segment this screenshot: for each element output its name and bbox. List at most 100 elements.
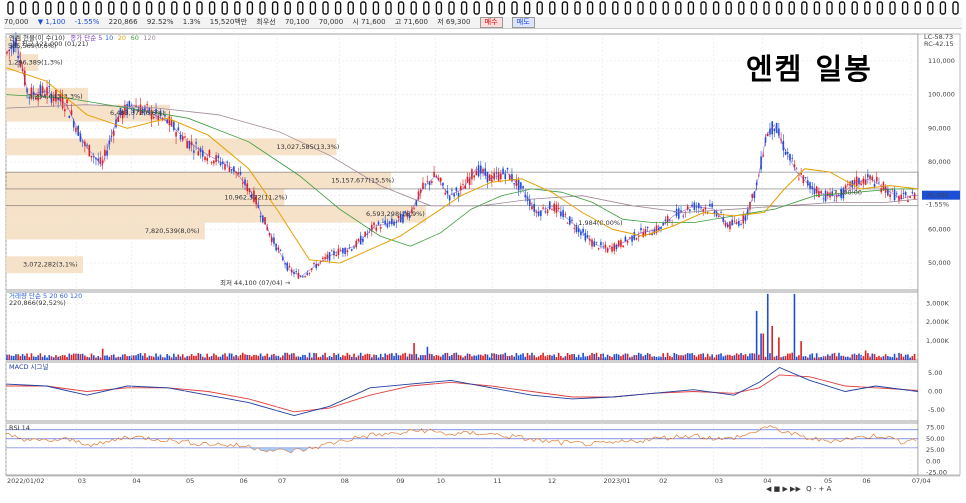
volume-bar bbox=[448, 356, 451, 360]
macd-tick-label: 5.00 bbox=[928, 369, 942, 377]
volume-bar bbox=[475, 355, 478, 360]
volume-bar bbox=[706, 353, 709, 360]
volume-bar bbox=[520, 354, 522, 360]
volume-bar bbox=[339, 357, 342, 360]
candle-body bbox=[193, 150, 195, 153]
volume-profile-bar bbox=[6, 188, 285, 206]
candle bbox=[350, 248, 353, 252]
volume-bar bbox=[39, 353, 42, 360]
candle-body bbox=[473, 175, 475, 178]
volume-bar bbox=[798, 355, 800, 360]
volume-bar bbox=[357, 355, 360, 360]
candle-body bbox=[755, 182, 758, 186]
volume-bar bbox=[733, 355, 736, 360]
volume-bar bbox=[48, 355, 51, 360]
candle bbox=[413, 206, 415, 210]
candle bbox=[653, 226, 656, 236]
spiral-ring bbox=[498, 1, 506, 15]
candle bbox=[475, 166, 478, 176]
volume-bar bbox=[775, 355, 778, 360]
candle-body bbox=[451, 189, 453, 191]
x-tick-label: 03 bbox=[78, 477, 86, 485]
volume-bar bbox=[635, 355, 638, 360]
volume-profile-label: 13,027,585(13,3%) bbox=[277, 143, 340, 151]
candle bbox=[455, 186, 458, 196]
stock-chart[interactable]: 50,00060,00070,00080,00090,000100,000110… bbox=[0, 28, 966, 503]
volume-bar bbox=[898, 352, 900, 360]
volume-bar bbox=[551, 355, 553, 360]
volume-bar bbox=[849, 357, 851, 360]
spiral-ring bbox=[536, 1, 543, 15]
candle-body bbox=[493, 172, 495, 180]
candle-body bbox=[686, 206, 689, 210]
rsi-tick-label: 50.00 bbox=[926, 435, 945, 443]
candle-body bbox=[48, 85, 51, 88]
spiral-ring bbox=[7, 1, 14, 15]
candle-body bbox=[531, 206, 533, 210]
volume-bar bbox=[188, 356, 191, 360]
volume-bar bbox=[655, 356, 658, 360]
candle bbox=[448, 195, 451, 206]
volume-bar bbox=[366, 353, 369, 360]
candle-body bbox=[653, 229, 656, 234]
volume-bar bbox=[35, 356, 37, 360]
volume-bar bbox=[609, 356, 611, 360]
x-tick-label: 02 bbox=[659, 477, 667, 485]
candle-body bbox=[97, 158, 100, 161]
candle bbox=[433, 165, 435, 178]
candle bbox=[362, 236, 364, 245]
candle bbox=[422, 177, 424, 190]
navigation-controls[interactable]: ◀ ■ ▶ ▶▶ bbox=[766, 485, 801, 493]
volume-bar bbox=[68, 353, 71, 360]
rsi-tick-label: 0.00 bbox=[926, 457, 940, 465]
candle-body bbox=[201, 150, 204, 157]
volume-bar bbox=[855, 354, 858, 360]
candle bbox=[112, 127, 115, 144]
volume-bar bbox=[8, 354, 11, 360]
candle bbox=[37, 88, 39, 106]
candle-body bbox=[864, 179, 867, 185]
volume-bar bbox=[64, 355, 66, 360]
candle-body bbox=[426, 181, 429, 183]
candle-body bbox=[264, 217, 266, 225]
candle bbox=[30, 83, 33, 101]
volume-bar bbox=[864, 350, 867, 360]
candle bbox=[457, 191, 460, 203]
macd-line bbox=[5, 366, 919, 416]
candle-body bbox=[495, 172, 498, 174]
volume-bar bbox=[744, 354, 747, 360]
zoom-buttons[interactable]: Q - + A bbox=[806, 485, 832, 493]
candle bbox=[411, 205, 413, 216]
spiral-ring bbox=[788, 1, 795, 15]
volume-bar bbox=[697, 354, 700, 360]
spiral-ring bbox=[284, 1, 291, 15]
volume-bar bbox=[308, 352, 311, 360]
volume-bar bbox=[875, 357, 878, 360]
volume-bar bbox=[41, 356, 44, 360]
volume-bar bbox=[457, 354, 460, 360]
volume-bar bbox=[88, 357, 91, 360]
volume-bar bbox=[230, 353, 233, 360]
volume-bar bbox=[313, 352, 315, 360]
candle bbox=[575, 222, 578, 234]
candle-body bbox=[677, 208, 680, 219]
chart-title: 엔켐 일봉 bbox=[746, 52, 873, 86]
volume-bar bbox=[531, 352, 533, 360]
candle-body bbox=[649, 234, 651, 235]
candle bbox=[833, 195, 836, 202]
range-band-outline bbox=[5, 171, 919, 190]
price-legend-entry: 120 bbox=[143, 34, 155, 42]
volume-bar bbox=[333, 353, 335, 360]
macd-legend: MACD 시그널 bbox=[9, 362, 49, 371]
volume-bar bbox=[646, 353, 649, 360]
candle-body bbox=[753, 191, 756, 199]
candle-body bbox=[346, 250, 349, 253]
buy-button[interactable]: 매수 bbox=[479, 17, 503, 28]
candle-body bbox=[259, 215, 262, 218]
volume-bar bbox=[86, 356, 88, 360]
macd-tick-label: -5.00 bbox=[928, 406, 945, 414]
spiral-ring bbox=[196, 1, 203, 15]
volume-bar bbox=[869, 356, 871, 360]
sell-button[interactable]: 매도 bbox=[511, 17, 535, 28]
candle bbox=[791, 154, 794, 162]
